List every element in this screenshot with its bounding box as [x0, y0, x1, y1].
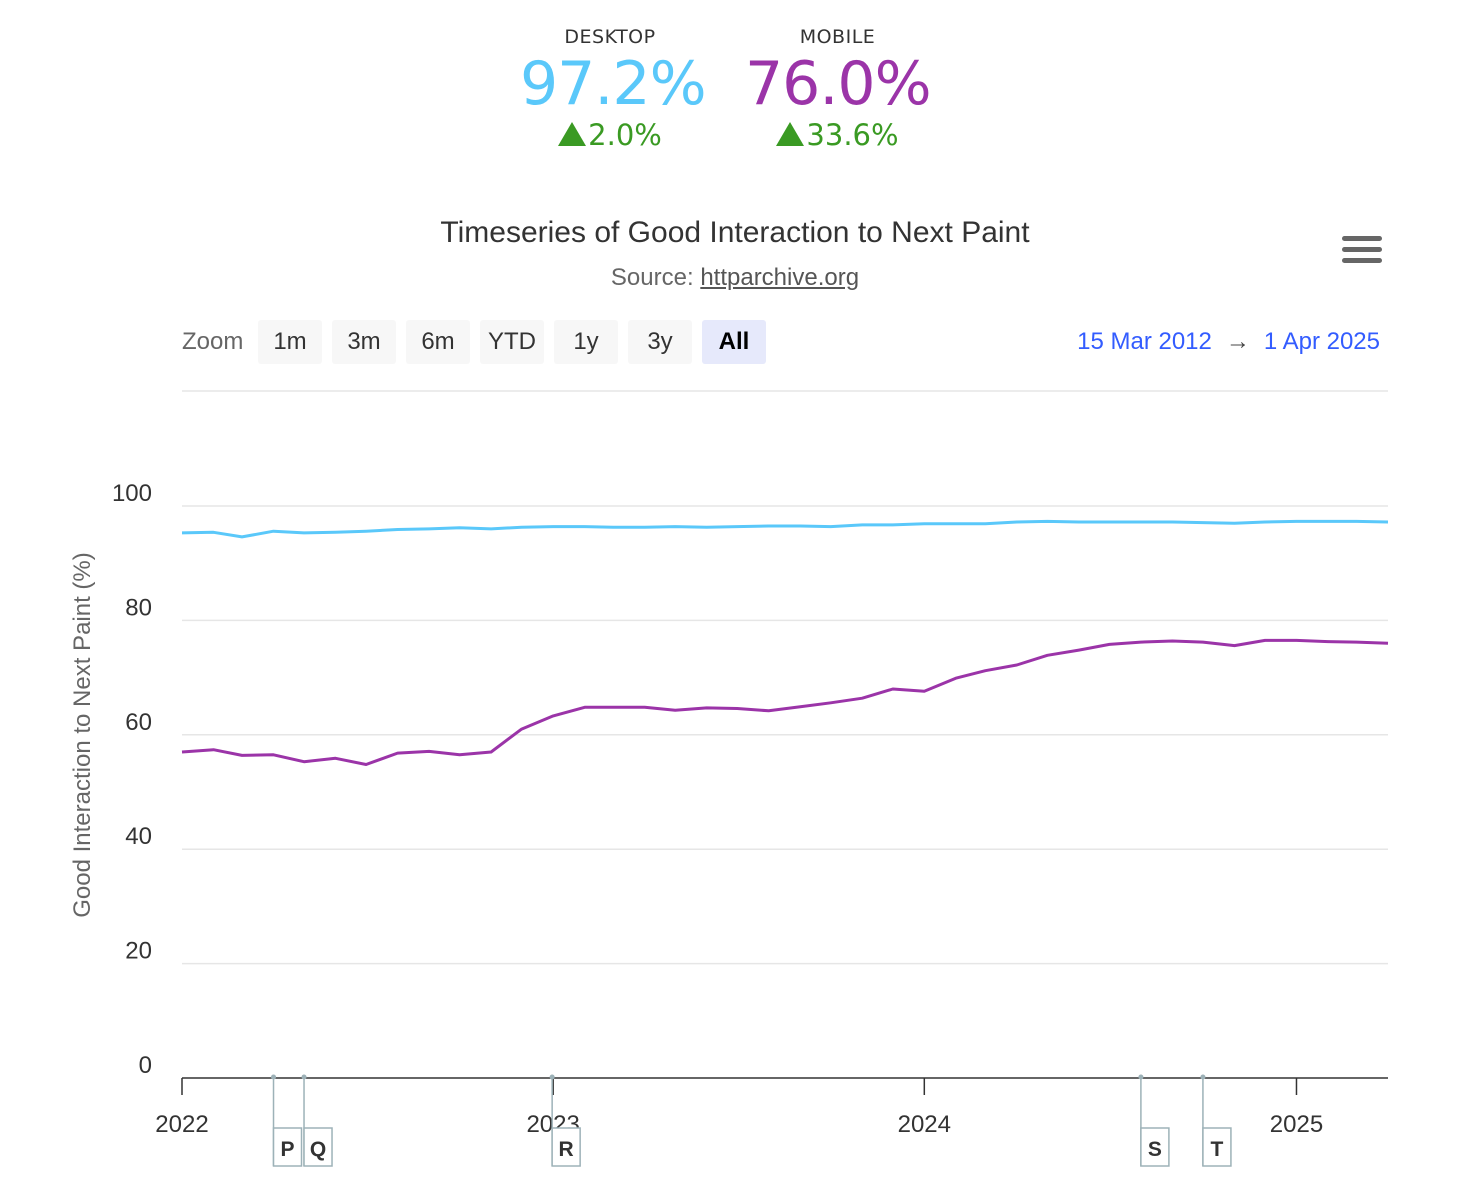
chart-title: Timeseries of Good Interaction to Next P…	[440, 216, 1030, 249]
kpi-mobile-value: 76.0%	[745, 49, 932, 119]
up-arrow-icon	[558, 122, 587, 146]
flag-dot-T	[1200, 1074, 1206, 1080]
flag-box-S	[1140, 1127, 1170, 1167]
y-tick-label-60: 60	[125, 709, 152, 736]
kpi-mobile: MOBILE 76.0% 33.6%	[745, 26, 932, 152]
flag-box-T	[1202, 1127, 1232, 1167]
kpi-desktop: DESKTOP 97.2% 2.0%	[520, 26, 707, 152]
x-tick-label-2023: 2023	[526, 1111, 579, 1138]
y-tick-label-20: 20	[125, 938, 152, 965]
zoom-button-3y[interactable]: 3y	[628, 320, 692, 364]
kpi-desktop-change: 2.0%	[520, 118, 700, 152]
zoom-button-3m[interactable]: 3m	[332, 320, 396, 364]
zoom-button-6m[interactable]: 6m	[406, 320, 470, 364]
flag-dot-Q	[301, 1074, 307, 1080]
y-tick-label-0: 0	[139, 1052, 152, 1079]
series-line-desktop	[181, 519, 1389, 539]
kpi-mobile-change: 33.6%	[745, 118, 930, 152]
kpi-mobile-label: MOBILE	[799, 26, 876, 48]
zoom-button-1y[interactable]: 1y	[554, 320, 618, 364]
zoom-button-all[interactable]: All	[702, 320, 766, 364]
axis-layer: 0 20 40 60 80 100 2022 2023 2024 2025	[112, 480, 1388, 1138]
kpi-desktop-label: DESKTOP	[564, 26, 656, 48]
hamburger-menu-icon[interactable]	[1342, 236, 1382, 268]
kpi-desktop-value: 97.2%	[520, 49, 707, 119]
chart-subtitle: Source: httparchive.org	[0, 264, 1470, 292]
y-tick-label-40: 40	[125, 823, 152, 850]
range-to-input[interactable]: 1 Apr 2025	[1263, 328, 1380, 355]
kpi-mobile-change-value: 33.6%	[806, 118, 899, 152]
flag-label-R: R	[559, 1138, 574, 1161]
flag-label-Q: Q	[310, 1138, 326, 1161]
flag-dot-S	[1138, 1074, 1144, 1080]
up-arrow-icon	[776, 122, 805, 146]
flag-dot-R	[549, 1074, 555, 1080]
date-range: 15 Mar 2012 → 1 Apr 2025	[1030, 328, 1380, 356]
zoom-button-1m[interactable]: 1m	[258, 320, 322, 364]
flag-box-R	[551, 1127, 581, 1167]
range-arrow: →	[1225, 328, 1250, 355]
flag-label-P: P	[281, 1138, 295, 1161]
source-link[interactable]: httparchive.org	[700, 264, 860, 291]
y-axis-label: Good Interaction to Next Paint (%)	[69, 552, 96, 918]
zoom-label: Zoom	[182, 328, 244, 355]
x-tick-label-2024: 2024	[898, 1111, 951, 1138]
x-tick-label-2022: 2022	[155, 1111, 208, 1138]
grid-layer	[182, 505, 1388, 965]
series-layer	[181, 519, 1389, 766]
x-tick-label-2025: 2025	[1270, 1111, 1323, 1138]
flag-dot-P	[271, 1074, 277, 1080]
subtitle-prefix: Source:	[610, 264, 701, 291]
flag-box-Q	[303, 1127, 333, 1167]
y-tick-label-100: 100	[112, 480, 152, 507]
y-tick-label-80: 80	[125, 594, 152, 621]
flag-label-S: S	[1148, 1138, 1162, 1161]
zoom-button-ytd[interactable]: YTD	[480, 320, 544, 364]
range-from-input[interactable]: 15 Mar 2012	[1077, 328, 1212, 355]
flag-box-P	[272, 1127, 303, 1167]
series-line-mobile	[181, 638, 1389, 766]
kpi-desktop-change-value: 2.0%	[588, 118, 662, 152]
flag-label-T: T	[1211, 1138, 1224, 1161]
